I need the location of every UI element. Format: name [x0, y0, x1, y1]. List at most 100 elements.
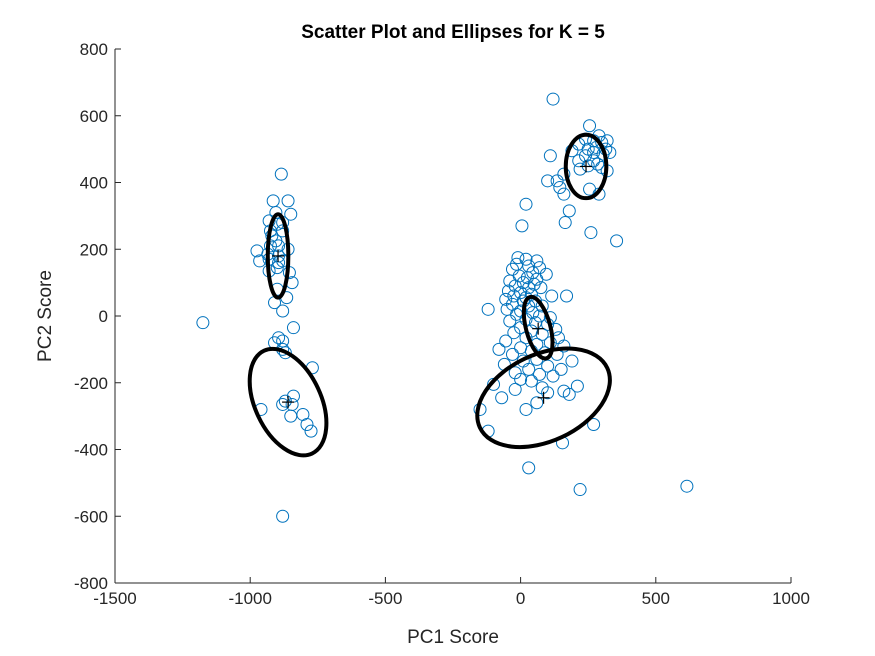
data-point — [278, 346, 292, 360]
data-point — [583, 119, 597, 133]
data-point — [253, 254, 267, 268]
y-axis-label: PC2 Score — [35, 270, 56, 362]
data-point — [274, 167, 288, 181]
x-tick-label: -1000 — [228, 589, 271, 608]
y-tick-label: 600 — [80, 107, 108, 126]
data-point — [530, 254, 544, 268]
data-point — [499, 334, 513, 348]
data-point — [495, 391, 509, 405]
cluster-ellipse — [475, 346, 612, 450]
data-point — [524, 374, 538, 388]
data-point — [278, 394, 292, 408]
chart-title: Scatter Plot and Ellipses for K = 5 — [301, 22, 605, 43]
y-tick-label: 0 — [99, 307, 108, 326]
data-point — [522, 461, 536, 475]
data-points — [196, 92, 694, 523]
data-point — [546, 369, 560, 383]
x-ticks: -1500 -1000 -500 0 500 1000 — [93, 577, 810, 608]
x-tick-label: 1000 — [772, 589, 810, 608]
data-point — [266, 194, 280, 208]
data-point — [562, 204, 576, 218]
data-point — [507, 326, 521, 340]
centroid-marker — [532, 322, 545, 335]
data-point — [545, 289, 559, 303]
data-point — [680, 479, 694, 493]
y-tick-label: -800 — [74, 574, 108, 593]
x-axis-label: PC1 Score — [407, 627, 499, 648]
data-point — [514, 341, 528, 355]
data-point — [276, 509, 290, 523]
data-point — [565, 354, 579, 368]
data-point — [519, 252, 533, 266]
cluster-ellipse — [521, 294, 555, 361]
data-point — [286, 321, 300, 335]
cluster-ellipse — [247, 346, 329, 458]
data-point — [557, 339, 571, 353]
data-point — [514, 372, 528, 386]
data-point — [584, 226, 598, 240]
data-point — [562, 387, 576, 401]
data-point — [591, 157, 605, 171]
x-tick-label: -1500 — [93, 589, 136, 608]
data-point — [573, 162, 587, 176]
data-point — [519, 197, 533, 211]
cluster-centroids — [272, 160, 593, 409]
data-point — [533, 367, 547, 381]
data-point — [553, 181, 567, 195]
data-point — [508, 279, 522, 293]
y-tick-label: -200 — [74, 374, 108, 393]
data-point — [535, 299, 549, 313]
data-point — [550, 174, 564, 188]
data-point — [510, 307, 524, 321]
centroid-marker — [537, 391, 550, 404]
data-point — [481, 302, 495, 316]
data-point — [610, 234, 624, 248]
data-point — [541, 359, 555, 373]
data-point — [526, 306, 540, 320]
data-point — [276, 224, 290, 238]
data-point — [503, 274, 517, 288]
cluster-ellipse — [265, 212, 291, 300]
data-point — [587, 154, 601, 168]
cluster-ellipses — [247, 132, 612, 458]
data-point — [276, 304, 290, 318]
data-point — [511, 251, 525, 265]
data-point — [557, 187, 571, 201]
y-tick-label: -600 — [74, 507, 108, 526]
data-point — [583, 182, 597, 196]
data-point — [196, 316, 210, 330]
data-point — [516, 276, 530, 290]
data-point — [304, 424, 318, 438]
data-point — [541, 386, 555, 400]
data-point — [281, 194, 295, 208]
data-point — [276, 397, 290, 411]
y-tick-label: 200 — [80, 240, 108, 259]
data-point — [554, 362, 568, 376]
axes — [114, 49, 791, 584]
data-point — [514, 286, 528, 300]
x-tick-label: 0 — [516, 589, 525, 608]
centroid-marker — [272, 249, 285, 262]
data-point — [541, 174, 555, 188]
data-point — [520, 271, 534, 285]
x-tick-label: 500 — [642, 589, 670, 608]
data-point — [558, 216, 572, 230]
data-point — [515, 219, 529, 233]
data-point — [284, 409, 298, 423]
data-point — [560, 289, 574, 303]
data-point — [587, 417, 601, 431]
data-point — [539, 267, 553, 281]
data-point — [270, 261, 284, 275]
data-point — [499, 292, 513, 306]
centroid-marker — [282, 396, 295, 409]
data-point — [508, 382, 522, 396]
data-point — [546, 92, 560, 106]
data-point — [581, 159, 595, 173]
y-tick-label: -400 — [74, 441, 108, 460]
data-point — [492, 342, 506, 356]
data-point — [503, 314, 517, 328]
y-tick-label: 800 — [80, 40, 108, 59]
data-point — [284, 207, 298, 221]
data-point — [505, 347, 519, 361]
